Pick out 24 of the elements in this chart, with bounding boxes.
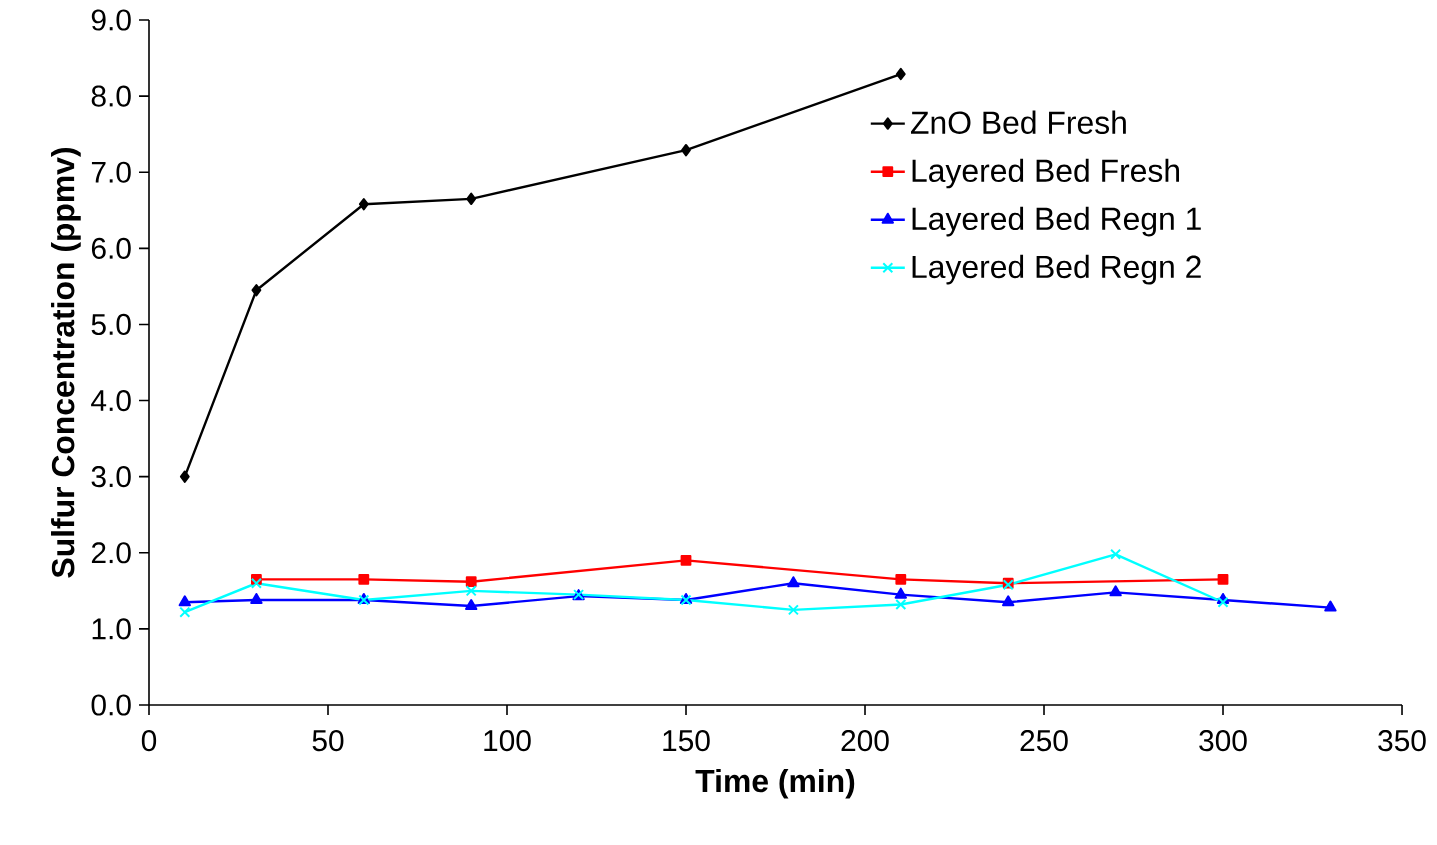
y-tick-label: 3.0 (91, 466, 131, 488)
y-tick-label: 8.0 (91, 85, 131, 107)
y-tick-label: 6.0 (91, 237, 131, 259)
x-tick-label: 250 (1020, 730, 1068, 752)
legend-label: ZnO Bed Fresh (910, 110, 1126, 134)
y-tick-label: 9.0 (91, 9, 131, 31)
y-tick-label: 7.0 (91, 161, 131, 183)
x-tick-label: 200 (841, 730, 889, 752)
x-axis-title: Time (min) (695, 768, 855, 799)
y-tick-label: 2.0 (91, 542, 131, 564)
x-tick-label: 100 (484, 730, 531, 752)
x-tick-label: 350 (1378, 730, 1426, 752)
x-tick-label: 0 (141, 730, 157, 752)
y-tick-label: 5.0 (91, 313, 131, 336)
x-tick-label: 150 (663, 730, 710, 752)
y-axis-title: Sulfur Concentration (ppmv) (51, 148, 81, 578)
y-tick-label: 4.0 (91, 389, 131, 412)
y-tick-label: 0.0 (91, 694, 131, 716)
legend-label: Layered Bed Fresh (912, 158, 1179, 189)
legend-label: Layered Bed Regn 1 (912, 206, 1201, 237)
legend-label: Layered Bed Regn 2 (912, 254, 1201, 285)
y-tick-label: 1.0 (92, 618, 131, 640)
x-tick-label: 50 (312, 730, 344, 752)
x-tick-label: 300 (1199, 730, 1247, 752)
